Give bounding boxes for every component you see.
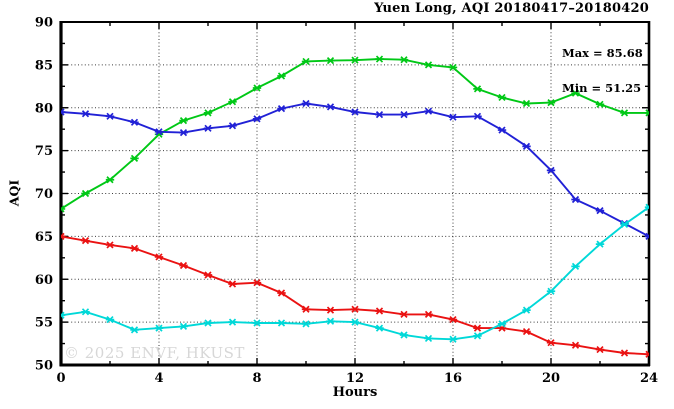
tick-label: 0 — [56, 371, 65, 386]
tick-label: 75 — [35, 144, 53, 159]
min-value-line: Min = 51.25 — [562, 80, 642, 95]
tick-label: 70 — [35, 187, 53, 202]
series-line-cyan — [61, 206, 649, 341]
chart-title: Yuen Long, AQI 20180417–20180420 — [374, 1, 649, 16]
series-markers-cyan — [61, 203, 649, 343]
tick-label: 50 — [35, 359, 53, 374]
tick-label: 20 — [542, 371, 560, 386]
tick-label: 80 — [35, 101, 53, 116]
tick-label: 4 — [154, 371, 163, 386]
x-axis-label: Hours — [332, 385, 378, 400]
max-min-annotation: Max = 85.68 Min = 51.25 — [562, 25, 643, 117]
series-markers-blue — [61, 99, 649, 240]
tick-label: 24 — [640, 371, 658, 386]
tick-label: 12 — [346, 371, 364, 386]
tick-label: 85 — [35, 58, 53, 73]
max-value-line: Max = 85.68 — [562, 46, 643, 60]
series-markers-green — [61, 55, 649, 213]
tick-label: 60 — [35, 273, 53, 288]
series-line-green — [61, 58, 649, 210]
tick-label: 16 — [444, 371, 462, 386]
tick-label: 55 — [35, 316, 53, 331]
tick-label: 8 — [252, 371, 261, 386]
tick-label: 90 — [35, 16, 53, 31]
tick-label: 65 — [35, 230, 53, 245]
watermark: © 2025 ENVF, HKUST — [64, 344, 245, 362]
y-axis-label: AQI — [6, 179, 22, 207]
series-markers-red — [61, 232, 649, 358]
